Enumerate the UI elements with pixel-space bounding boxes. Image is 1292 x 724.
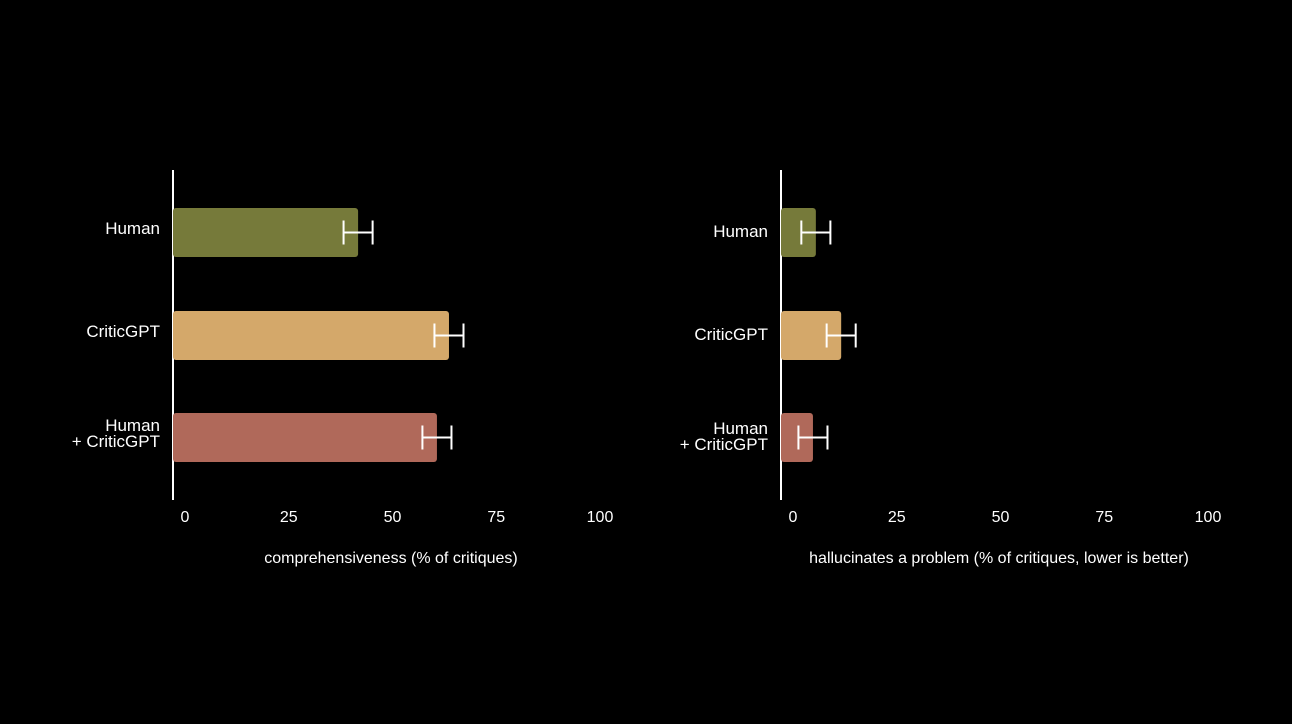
- error-bar: [421, 425, 453, 450]
- error-bar: [797, 425, 829, 450]
- error-bar: [825, 323, 857, 348]
- x-tick-label: 100: [1195, 509, 1222, 526]
- category-label: Human + CriticGPT: [71, 415, 160, 451]
- x-axis-label: comprehensiveness (% of critiques): [264, 550, 517, 567]
- category-label: Human + CriticGPT: [679, 418, 768, 454]
- x-tick-label: 50: [384, 509, 402, 526]
- x-tick-label: 100: [587, 509, 614, 526]
- x-tick-label: 50: [992, 509, 1010, 526]
- category-label: Human: [105, 218, 160, 238]
- bar: [781, 311, 842, 360]
- bar: [781, 413, 813, 462]
- bar: [173, 413, 437, 462]
- category-label: CriticGPT: [86, 321, 160, 341]
- x-axis-label: hallucinates a problem (% of critiques, …: [809, 550, 1189, 567]
- x-tick-label: 0: [789, 509, 798, 526]
- category-label: Human: [713, 221, 768, 241]
- bar: [173, 311, 449, 360]
- bar: [173, 208, 359, 257]
- category-label: CriticGPT: [694, 324, 768, 344]
- x-tick-label: 75: [487, 509, 505, 526]
- error-bar: [433, 323, 465, 348]
- error-bar: [342, 220, 374, 245]
- x-tick-label: 75: [1095, 509, 1113, 526]
- bar: [781, 208, 816, 257]
- x-tick-label: 0: [181, 509, 190, 526]
- x-tick-label: 25: [888, 509, 906, 526]
- x-tick-label: 25: [280, 509, 298, 526]
- error-bar: [800, 220, 832, 245]
